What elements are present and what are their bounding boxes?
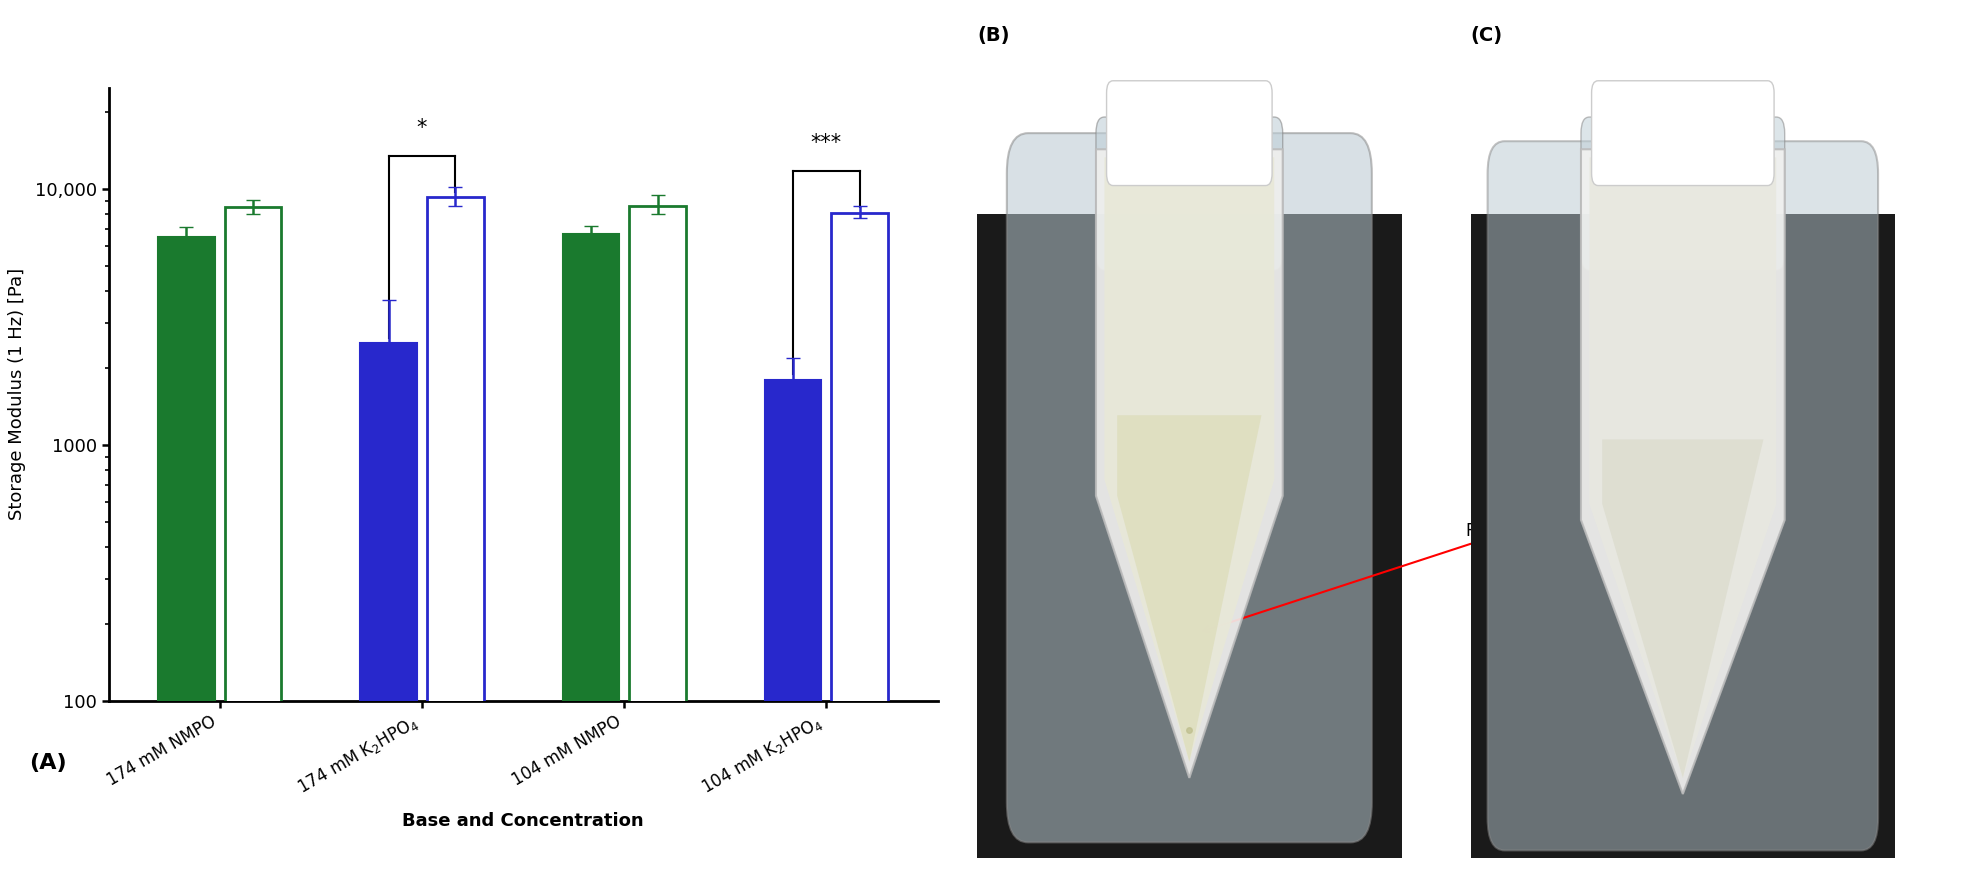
Polygon shape [1602, 440, 1762, 778]
Polygon shape [1095, 149, 1282, 778]
Polygon shape [1117, 415, 1261, 762]
FancyBboxPatch shape [1590, 81, 1774, 186]
Bar [831, 213, 888, 876]
FancyBboxPatch shape [977, 53, 1401, 214]
Bar [764, 380, 821, 876]
Text: *: * [416, 117, 426, 138]
X-axis label: Base and Concentration: Base and Concentration [402, 812, 643, 830]
Polygon shape [1103, 158, 1273, 762]
Bar [361, 343, 416, 876]
Text: (A): (A) [30, 753, 67, 774]
Text: Precipitate: Precipitate [1202, 522, 1553, 632]
Bar [629, 206, 685, 876]
Polygon shape [1580, 149, 1784, 794]
Bar [562, 234, 620, 876]
Text: (B): (B) [977, 26, 1008, 46]
FancyBboxPatch shape [1470, 53, 1894, 214]
FancyBboxPatch shape [1488, 141, 1876, 851]
FancyBboxPatch shape [1095, 117, 1282, 270]
FancyBboxPatch shape [1006, 133, 1371, 843]
Bar [426, 197, 483, 876]
Bar [158, 237, 215, 876]
FancyBboxPatch shape [977, 53, 1401, 858]
Text: ***: *** [811, 133, 842, 153]
Y-axis label: Storage Modulus (1 Hz) [Pa]: Storage Modulus (1 Hz) [Pa] [8, 268, 26, 520]
Polygon shape [1588, 158, 1776, 778]
Text: (C): (C) [1470, 26, 1501, 46]
FancyBboxPatch shape [1580, 117, 1784, 270]
FancyBboxPatch shape [1470, 53, 1894, 858]
FancyBboxPatch shape [1107, 81, 1271, 186]
Bar [225, 208, 282, 876]
